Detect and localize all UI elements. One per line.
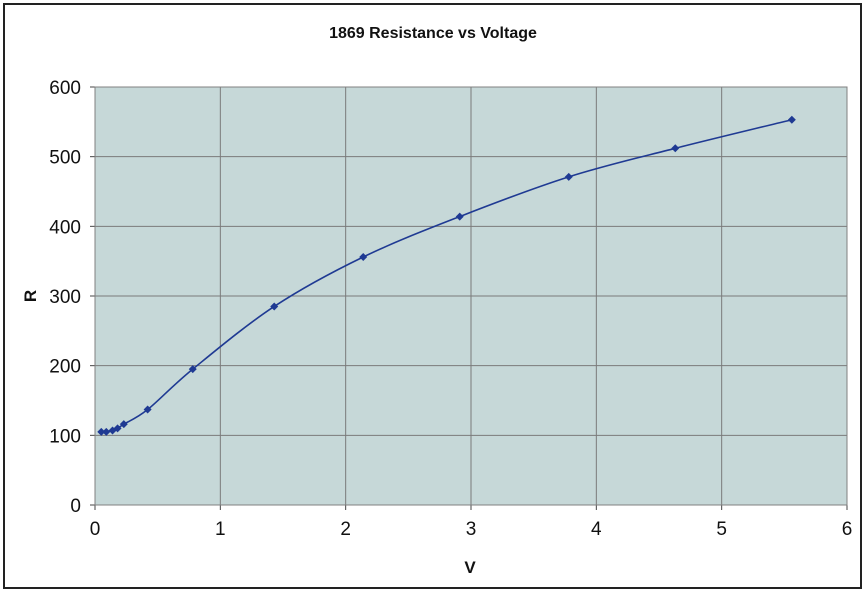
y-tick-label-0: 0: [70, 496, 81, 517]
plot-border: [94, 86, 848, 506]
y-tick-label-2: 200: [49, 357, 81, 378]
data-point-12: [787, 115, 796, 124]
x-tick-label-3: 3: [466, 519, 477, 540]
x-tick-label-1: 1: [215, 519, 226, 540]
data-point-5: [143, 405, 152, 414]
x-tick-labels: 0 1 2 3 4 5 6: [90, 519, 853, 540]
x-tick-label-2: 2: [340, 519, 351, 540]
data-point-8: [359, 252, 368, 261]
data-point-7: [270, 302, 279, 311]
y-axis-label: R: [21, 290, 40, 302]
data-point-4: [119, 420, 128, 429]
data-point-10: [564, 172, 573, 181]
y-tick-label-4: 400: [49, 217, 81, 238]
y-tick-label-1: 100: [49, 426, 81, 447]
data-point-0: [97, 427, 106, 436]
y-tick-labels: 0 100 200 300 400 500 600: [49, 78, 81, 517]
y-tick-label-3: 300: [49, 287, 81, 308]
chart-title: 1869 Resistance vs Voltage: [329, 25, 537, 42]
data-point-9: [455, 212, 464, 221]
data-point-6: [188, 365, 197, 374]
x-tick-label-5: 5: [716, 519, 727, 540]
series-points: [97, 115, 796, 436]
y-tick-label-6: 600: [49, 78, 81, 99]
data-point-1: [102, 427, 111, 436]
y-tick-label-5: 500: [49, 148, 81, 169]
x-axis-label: V: [464, 558, 476, 577]
data-point-3: [113, 424, 122, 433]
x-tick-label-4: 4: [591, 519, 602, 540]
data-point-11: [671, 144, 680, 153]
x-tick-label-6: 6: [842, 519, 853, 540]
x-tick-label-0: 0: [90, 519, 101, 540]
